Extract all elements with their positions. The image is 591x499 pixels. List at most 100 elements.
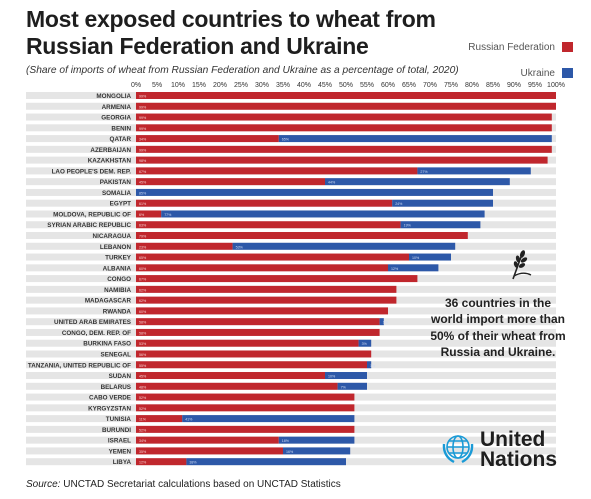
bar-russia [136, 253, 409, 261]
data-label-ukraine: 53% [236, 245, 244, 249]
legend-swatch-ukraine [562, 68, 573, 78]
data-label-ukraine: 27% [420, 170, 428, 174]
country-label: CONGO, DEM. REP. OF [62, 330, 131, 337]
chart-legend: Russian Federation Ukraine [453, 40, 573, 92]
country-label: MADAGASCAR [85, 298, 132, 305]
bar-russia [136, 156, 548, 164]
data-label-ukraine: 16% [286, 450, 294, 454]
wheat-icon [512, 250, 532, 280]
data-label-russia: 34% [139, 138, 147, 142]
legend-label-ukraine: Ukraine [520, 68, 555, 79]
x-tick-label: 55% [360, 82, 374, 89]
bar-russia [136, 221, 401, 229]
x-tick-label: 90% [507, 82, 521, 89]
chart-subtitle: (Share of imports of wheat from Russian … [26, 65, 459, 76]
data-label-ukraine: 24% [395, 202, 403, 206]
data-label-russia: 55% [139, 364, 147, 368]
country-label: QATAR [110, 136, 132, 143]
data-label-russia: 11% [139, 418, 147, 422]
country-label: ALBANIA [103, 265, 132, 272]
bar-russia [136, 92, 556, 99]
bar-russia [136, 178, 325, 186]
data-label-russia: 45% [139, 375, 147, 379]
data-label-russia: 62% [139, 299, 147, 303]
bar-ukraine [388, 264, 439, 272]
x-tick-label: 75% [444, 82, 458, 89]
country-label: LEBANON [100, 244, 132, 251]
bar-russia [136, 447, 283, 455]
country-label: BENIN [111, 125, 131, 132]
x-tick-label: 65% [402, 82, 416, 89]
x-tick-label: 35% [276, 82, 290, 89]
country-label: ISRAEL [108, 438, 131, 445]
bar-russia [136, 404, 355, 412]
bar-ukraine [358, 339, 372, 347]
data-label-russia: 99% [139, 95, 147, 99]
data-label-russia: 52% [139, 396, 147, 400]
bar-ukraine [325, 178, 510, 186]
country-label: RWANDA [103, 308, 132, 315]
chart-title: Most exposed countries to wheat from Rus… [26, 6, 436, 59]
bar-russia [136, 328, 380, 336]
bar-ukraine [278, 135, 552, 143]
data-label-russia: 62% [139, 288, 147, 292]
data-label-russia: 61% [139, 202, 147, 206]
data-label-russia: 99% [139, 127, 147, 131]
data-label-russia: 67% [139, 170, 147, 174]
bar-russia [136, 210, 162, 218]
x-tick-label: 95% [528, 82, 542, 89]
x-tick-label: 40% [297, 82, 311, 89]
country-label: PAKISTAN [100, 179, 132, 186]
bar-russia [136, 350, 372, 358]
country-label: BURUNDI [102, 427, 131, 434]
bar-ukraine [161, 210, 485, 218]
bar-ukraine [325, 372, 367, 380]
data-label-russia: 65% [139, 256, 147, 260]
x-tick-label: 30% [255, 82, 269, 89]
data-label-russia: 60% [139, 267, 147, 271]
legend-item-russia: Russian Federation [453, 40, 573, 66]
data-label-russia: 60% [139, 310, 147, 314]
country-label: NICARAGUA [93, 233, 132, 240]
bar-ukraine [367, 361, 372, 369]
x-tick-label: 20% [213, 82, 227, 89]
data-label-ukraine: 19% [404, 224, 412, 228]
country-label: ARMENIA [102, 104, 132, 111]
data-label-russia: 6% [139, 213, 145, 217]
x-tick-label: 15% [192, 82, 206, 89]
callout-text: 36 countries in the world import more th… [430, 296, 566, 360]
country-label: LAO PEOPLE'S DEM. REP. [52, 168, 132, 175]
bar-russia [136, 339, 359, 347]
bar-russia [136, 135, 279, 143]
country-label: GEORGIA [101, 115, 131, 122]
data-label-russia: 23% [139, 245, 147, 249]
data-label-russia: 58% [139, 331, 147, 335]
data-label-ukraine: 7% [341, 385, 347, 389]
un-emblem-icon [442, 435, 474, 464]
bar-russia [136, 458, 187, 466]
data-label-ukraine: 1% [383, 321, 389, 325]
country-label: LIBYA [113, 459, 132, 466]
bar-ukraine [417, 167, 531, 175]
bar-ukraine [392, 199, 493, 207]
bar-ukraine [278, 436, 355, 444]
bar-ukraine [186, 458, 346, 466]
legend-label-russia: Russian Federation [468, 42, 555, 53]
un-wordmark: United Nations [480, 429, 557, 470]
data-label-ukraine: 10% [328, 375, 336, 379]
country-label: TURKEY [105, 255, 132, 262]
bar-russia [136, 372, 325, 380]
legend-item-ukraine: Ukraine [453, 66, 573, 92]
country-label: SENEGAL [101, 351, 132, 358]
country-label: MOLDOVA, REPUBLIC OF [53, 211, 131, 218]
bar-russia [136, 167, 418, 175]
data-label-russia: 45% [139, 181, 147, 185]
bar-russia [136, 296, 397, 304]
country-label: KAZAKHSTAN [88, 158, 132, 165]
source-text: UNCTAD Secretariat calculations based on… [63, 479, 341, 490]
country-label: SUDAN [109, 373, 132, 380]
bar-russia [136, 415, 183, 423]
data-label-russia: 99% [139, 116, 147, 120]
x-tick-label: 0% [131, 82, 141, 89]
